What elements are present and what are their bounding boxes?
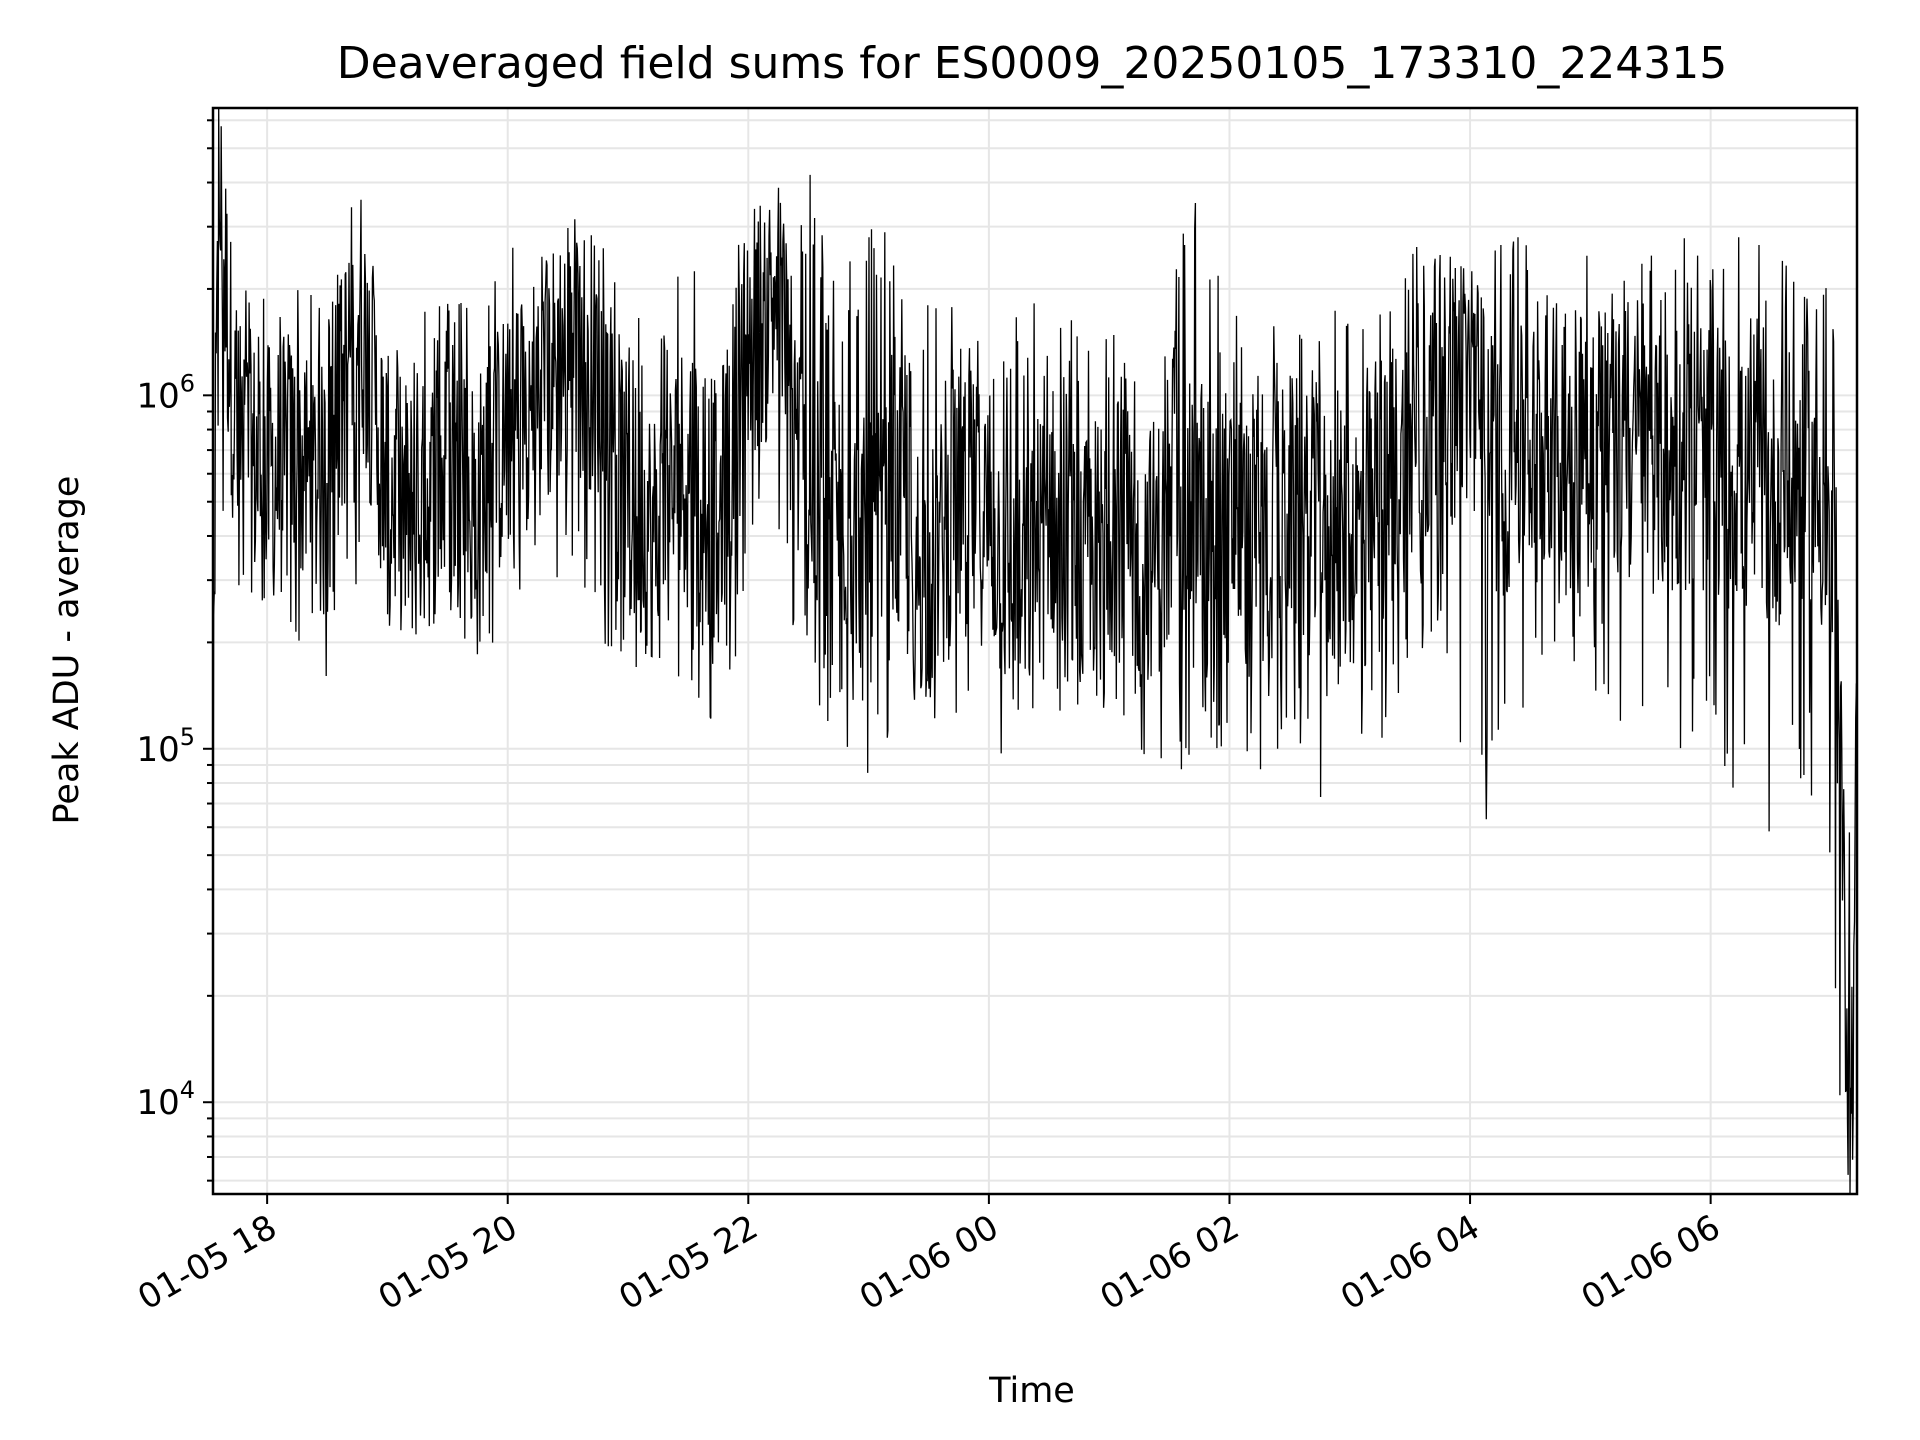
chart-title: Deaveraged field sums for ES0009_2025010… xyxy=(337,38,1728,89)
x-axis-label: Time xyxy=(988,1371,1075,1411)
y-tick-label: 105 xyxy=(136,723,195,770)
y-tick-label: 106 xyxy=(136,369,195,416)
y-axis-label: Peak ADU - average xyxy=(47,476,87,825)
y-axis-ticks: 104 105 106 xyxy=(136,119,213,1182)
series-line xyxy=(212,107,1858,1195)
series-layer xyxy=(212,107,1858,1195)
plot-frame xyxy=(211,106,1859,1196)
y-tick-label: 104 xyxy=(136,1076,195,1123)
